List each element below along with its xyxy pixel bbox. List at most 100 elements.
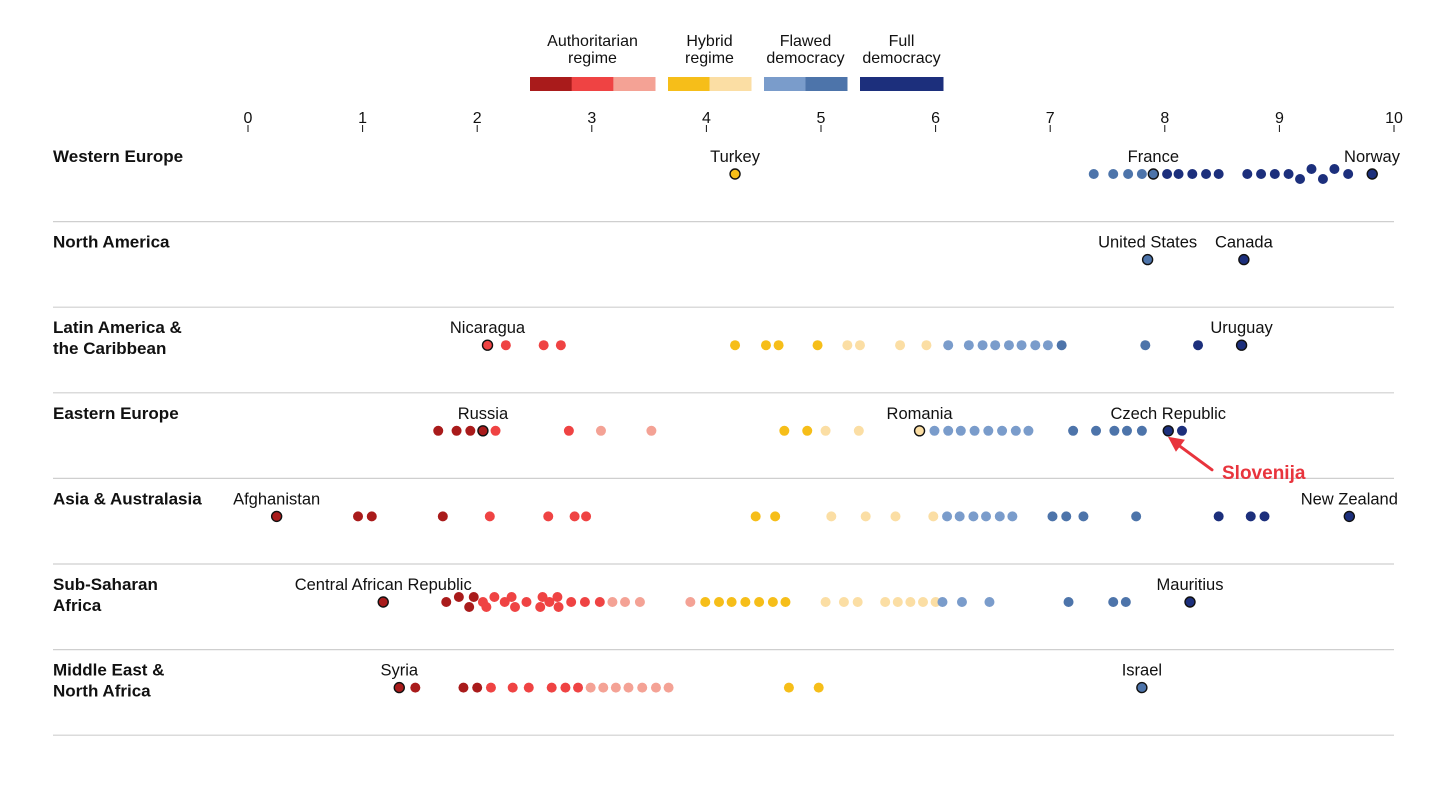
country-dot [544,597,555,607]
country-dot [994,511,1005,522]
country-label: United States [1098,234,1197,252]
x-tick-label: 2 [473,110,482,127]
country-dot [977,340,988,351]
country-dot [754,597,765,607]
legend-label: Full [889,33,915,50]
annotation-label: Slovenija [1222,463,1306,484]
x-tick-label: 5 [817,110,826,127]
country-dot [1061,511,1072,522]
country-dot [579,597,590,607]
country-dot [1213,169,1224,179]
country-dot [552,592,563,602]
country-dot [928,511,939,522]
country-dot [1042,340,1053,351]
country-dot [1088,169,1099,179]
country-dot [598,682,609,693]
country-label: Romania [887,405,954,423]
country-dot [954,511,965,522]
country-dot [773,340,784,351]
country-dot [594,597,605,607]
country-dot [1016,340,1027,351]
country-label: Turkey [710,148,761,166]
country-dot [880,597,891,607]
country-dot [842,340,853,351]
x-tick-label: 1 [358,110,367,127]
country-dot [1131,511,1142,522]
x-tick-label: 10 [1385,110,1403,127]
country-dot [1162,425,1174,437]
country-dot [1123,169,1134,179]
country-dot [433,425,444,436]
region-label: Middle East & [53,661,164,680]
country-dot [1187,169,1198,179]
x-tick-label: 7 [1046,110,1055,127]
country-dot [523,682,534,693]
country-dot [1109,425,1120,436]
country-dot [490,425,501,436]
country-dot [1030,340,1041,351]
legend-swatch [668,77,710,91]
country-dot [1136,169,1147,179]
country-dot [1108,597,1119,607]
country-dot [942,511,953,522]
country-dot [1329,164,1340,174]
country-dot [767,597,778,607]
country-dot [890,511,901,522]
country-dot [955,425,966,436]
country-dot [917,597,928,607]
country-dot [963,340,974,351]
country-dot [663,682,674,693]
country-dot [563,425,574,436]
x-tick-label: 4 [702,110,711,127]
region-label: Western Europe [53,147,183,166]
country-dot [477,425,489,437]
country-dot [820,597,831,607]
country-dot [1121,425,1132,436]
country-dot [1201,169,1212,179]
country-dot [1295,174,1306,184]
country-dot [270,510,283,523]
country-label: Russia [458,405,509,423]
country-dot [1184,596,1196,608]
country-dot [607,597,618,607]
country-dot [410,682,421,693]
region-label: Asia & Australasia [53,489,202,508]
country-dot [566,597,577,607]
country-dot [1010,425,1021,436]
country-dot [481,339,494,351]
region-label: Africa [53,596,102,615]
country-label: Czech Republic [1110,405,1226,423]
region-label: North America [53,233,170,252]
region-label: the Caribbean [53,339,166,358]
country-dot [1245,511,1256,522]
country-label: Canada [1215,234,1274,252]
country-dot [853,425,864,436]
country-dot [990,340,1001,351]
country-label: Norway [1344,148,1401,166]
country-dot [943,340,954,351]
country-dot [1147,168,1160,180]
country-dot [929,425,940,436]
country-dot [1306,164,1317,174]
legend-label: Flawed [780,33,832,50]
country-dot [760,340,771,351]
country-dot [441,597,452,607]
country-dot [499,597,510,607]
country-dot [826,511,837,522]
country-dot [472,682,483,693]
country-dot [546,682,557,693]
country-dot [1063,597,1074,607]
country-dot [620,597,631,607]
country-dot [585,682,596,693]
country-dot [930,597,941,607]
country-dot [543,511,554,522]
country-dot [802,425,813,436]
legend-label: Authoritarian [547,33,638,50]
country-label: Afghanistan [233,490,320,508]
legend-swatch [709,77,752,91]
country-dot [726,597,737,607]
country-label: Syria [380,662,418,680]
country-dot [553,602,564,612]
country-dot [854,340,865,351]
